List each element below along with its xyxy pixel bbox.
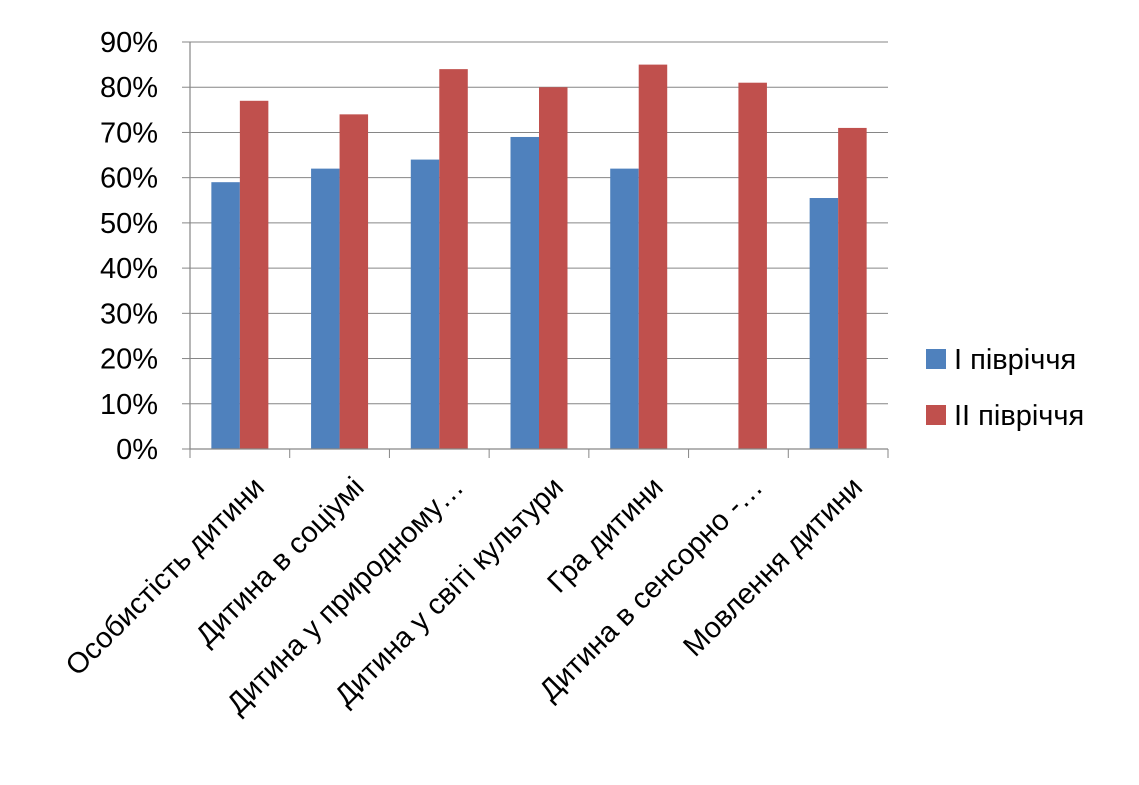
bar-series-1 [610, 168, 639, 449]
bar-series-1 [211, 182, 240, 449]
bar-series-2 [838, 127, 867, 449]
y-tick-label: 30% [100, 298, 158, 330]
bar-series-1 [510, 136, 539, 449]
bar-series-1 [410, 159, 440, 450]
axes [182, 41, 889, 458]
y-tick-label: 0% [116, 434, 158, 466]
y-tick-label: 70% [100, 117, 158, 149]
y-tick-label: 50% [100, 208, 158, 240]
y-tick-label: 40% [100, 253, 158, 285]
legend-swatch [926, 349, 946, 369]
y-tick-label: 60% [100, 163, 158, 195]
bar-series-1 [311, 168, 340, 449]
legend-swatch [926, 405, 946, 425]
bar-series-2 [738, 82, 767, 449]
y-tick-label: 90% [100, 27, 158, 59]
bar-series-2 [439, 69, 468, 449]
x-category-label: Особистість дитини [60, 471, 271, 682]
bar-series-1 [809, 198, 839, 449]
legend-label: ІІ півріччя [954, 400, 1084, 432]
y-tick-label: 20% [100, 344, 158, 376]
bar-series-2 [339, 114, 369, 449]
bars [211, 64, 867, 450]
y-tick-label: 10% [100, 389, 158, 421]
bar-series-2 [539, 87, 568, 449]
x-category-label: Дитина в соціумі [190, 471, 371, 652]
bar-series-2 [638, 64, 668, 449]
bar-series-2 [239, 100, 269, 450]
legend: І півріччя ІІ півріччя [926, 344, 1084, 432]
y-tick-label: 80% [100, 72, 158, 104]
y-tick-labels: 0% 10% 20% 30% 40% 50% 60% 70% 80% 90% [100, 27, 158, 466]
legend-label: І півріччя [954, 344, 1076, 376]
x-category-label: Мовлення дитини [677, 471, 869, 663]
